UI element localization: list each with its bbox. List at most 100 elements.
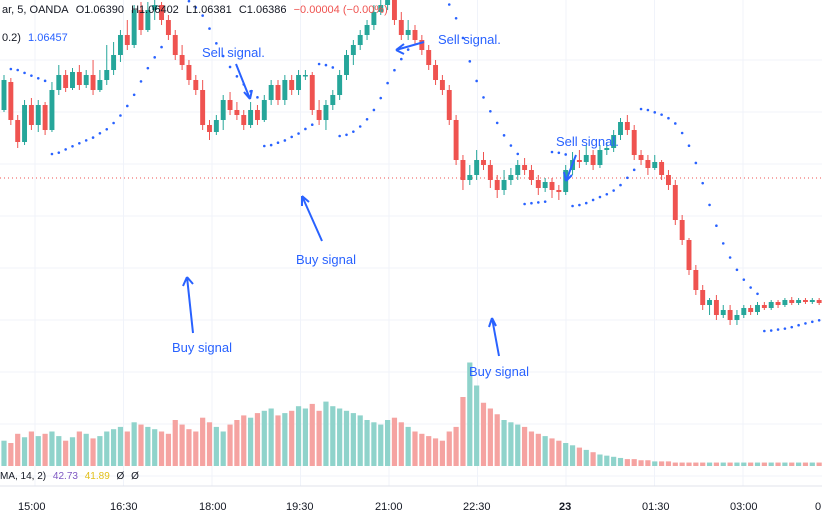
sar-dot: [557, 151, 561, 155]
volume-bar: [748, 462, 754, 466]
volume-bar: [412, 431, 418, 466]
annotation-text: Sell signal.: [556, 134, 619, 149]
candle-body: [453, 120, 459, 160]
sar-dot: [530, 201, 533, 205]
volume-bar: [795, 462, 802, 466]
indicator-legend[interactable]: 0.2) 1.06457: [2, 32, 72, 44]
volume-bar: [90, 438, 96, 466]
candle-body: [104, 70, 110, 80]
oscillator-value-1: 42.73: [52, 471, 78, 482]
volume-bar: [206, 422, 213, 466]
volume-bar: [1, 440, 7, 466]
sar-dot: [84, 139, 88, 142]
sar-dot: [160, 45, 163, 49]
candle-body: [734, 315, 740, 320]
sar-dot: [132, 93, 136, 97]
sar-dot: [715, 224, 718, 228]
candle-body: [316, 110, 322, 120]
sar-dot: [646, 108, 650, 112]
candle-body: [604, 148, 610, 150]
volume-bar: [521, 426, 528, 466]
volume-bar: [549, 438, 555, 466]
oscillator-label: MA, 14, 2): [0, 471, 47, 482]
candle-body: [35, 105, 41, 125]
sar-dot: [674, 122, 677, 125]
volume-bar: [241, 415, 247, 466]
sar-dot: [119, 114, 122, 117]
sar-dot: [632, 168, 636, 172]
candle-body: [720, 310, 726, 315]
volume-bar: [152, 429, 158, 466]
sar-dot: [749, 286, 752, 289]
oscillator-legend[interactable]: MA, 14, 2) 42.73 41.89 Ø Ø: [0, 471, 139, 482]
annotation-text: Buy signal: [172, 340, 232, 355]
volume-bar: [316, 410, 322, 466]
sar-dot: [653, 111, 657, 114]
volume-bar: [83, 433, 89, 466]
candle-body: [713, 300, 719, 315]
sar-dot: [482, 96, 485, 99]
volume-bar: [686, 462, 692, 466]
sar-dot: [105, 127, 109, 131]
volume-bar: [638, 460, 644, 466]
volume-bar: [138, 424, 144, 466]
volume-bar: [508, 422, 514, 466]
sar-dot: [571, 204, 574, 208]
candle-body: [618, 122, 623, 135]
candle-body: [809, 300, 815, 302]
volume-bar: [460, 397, 466, 466]
candle-body: [549, 182, 555, 190]
time-axis[interactable]: 15:00 16:30 18:00 19:30 21:00 22:30 23 0…: [18, 501, 821, 512]
volume-bar: [268, 408, 274, 466]
candle-body: [234, 110, 240, 115]
candle-body: [576, 160, 582, 162]
volume-bar: [247, 417, 254, 466]
candle-body: [796, 300, 802, 303]
sar-dot: [694, 161, 698, 165]
volume-bar: [487, 408, 493, 466]
volume-bar: [371, 422, 377, 466]
sar-dot: [317, 62, 321, 66]
volume-bar: [97, 436, 103, 466]
candle-body: [350, 45, 356, 55]
arrow-icon: [563, 154, 577, 182]
sar-dot: [71, 144, 74, 148]
volume-bar: [761, 462, 767, 466]
sar-dot: [64, 148, 67, 151]
candle-body: [63, 75, 69, 88]
candle-body: [433, 65, 439, 80]
annotation-buy-2: Buy signal: [296, 195, 356, 267]
low-value: L1.06381: [185, 4, 232, 16]
sar-dot: [297, 132, 300, 135]
sar-dot: [612, 189, 615, 192]
volume-bar: [69, 437, 76, 466]
sar-dot: [365, 117, 369, 121]
volume-bar: [734, 462, 740, 466]
sar-dot: [619, 183, 622, 187]
candle-body: [159, 5, 165, 20]
time-tick: 15:00: [18, 501, 46, 512]
sar-dot: [256, 96, 259, 99]
candle-body: [8, 82, 14, 120]
candle-body: [439, 80, 445, 90]
sar-dot: [817, 318, 821, 322]
sar-dot: [598, 195, 602, 199]
time-tick: 16:30: [110, 501, 138, 512]
sar-dot: [811, 320, 814, 324]
candle-body: [357, 35, 363, 45]
volume-bar: [63, 440, 69, 466]
annotation-text: Sell signal.: [438, 32, 501, 47]
candle-body: [522, 165, 528, 170]
candle-body: [22, 105, 28, 142]
sar-dot: [680, 131, 684, 135]
time-tick: 21:00: [375, 501, 403, 512]
candle-body: [474, 160, 480, 175]
sar-dot: [509, 144, 513, 147]
candle-body: [761, 305, 767, 308]
volume-bar: [556, 440, 562, 466]
sar-dot: [372, 108, 376, 112]
symbol-legend[interactable]: ar, 5, OANDA O1.06390 H1.06402 L1.06381 …: [2, 4, 392, 16]
sar-dot: [701, 181, 704, 185]
sar-dot: [9, 67, 13, 71]
